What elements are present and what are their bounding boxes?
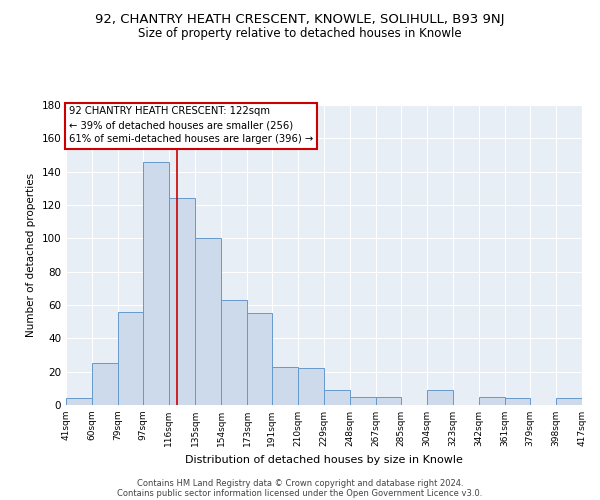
Bar [169, 198, 195, 405]
Y-axis label: Number of detached properties: Number of detached properties [26, 173, 36, 337]
Bar [505, 398, 530, 405]
Bar [479, 396, 505, 405]
Bar [272, 366, 298, 405]
Text: 92, CHANTRY HEATH CRESCENT, KNOWLE, SOLIHULL, B93 9NJ: 92, CHANTRY HEATH CRESCENT, KNOWLE, SOLI… [95, 12, 505, 26]
Bar [118, 312, 143, 405]
Bar [350, 396, 376, 405]
Bar [376, 396, 401, 405]
Text: 92 CHANTRY HEATH CRESCENT: 122sqm
← 39% of detached houses are smaller (256)
61%: 92 CHANTRY HEATH CRESCENT: 122sqm ← 39% … [68, 106, 313, 144]
Bar [92, 364, 118, 405]
Bar [324, 390, 350, 405]
Bar [298, 368, 324, 405]
Bar [427, 390, 453, 405]
Bar [195, 238, 221, 405]
Text: Contains HM Land Registry data © Crown copyright and database right 2024.: Contains HM Land Registry data © Crown c… [137, 478, 463, 488]
Text: Size of property relative to detached houses in Knowle: Size of property relative to detached ho… [138, 28, 462, 40]
Bar [143, 162, 169, 405]
Text: Contains public sector information licensed under the Open Government Licence v3: Contains public sector information licen… [118, 488, 482, 498]
Bar [556, 398, 582, 405]
X-axis label: Distribution of detached houses by size in Knowle: Distribution of detached houses by size … [185, 454, 463, 464]
Bar [221, 300, 247, 405]
Bar [247, 314, 272, 405]
Bar [66, 398, 92, 405]
